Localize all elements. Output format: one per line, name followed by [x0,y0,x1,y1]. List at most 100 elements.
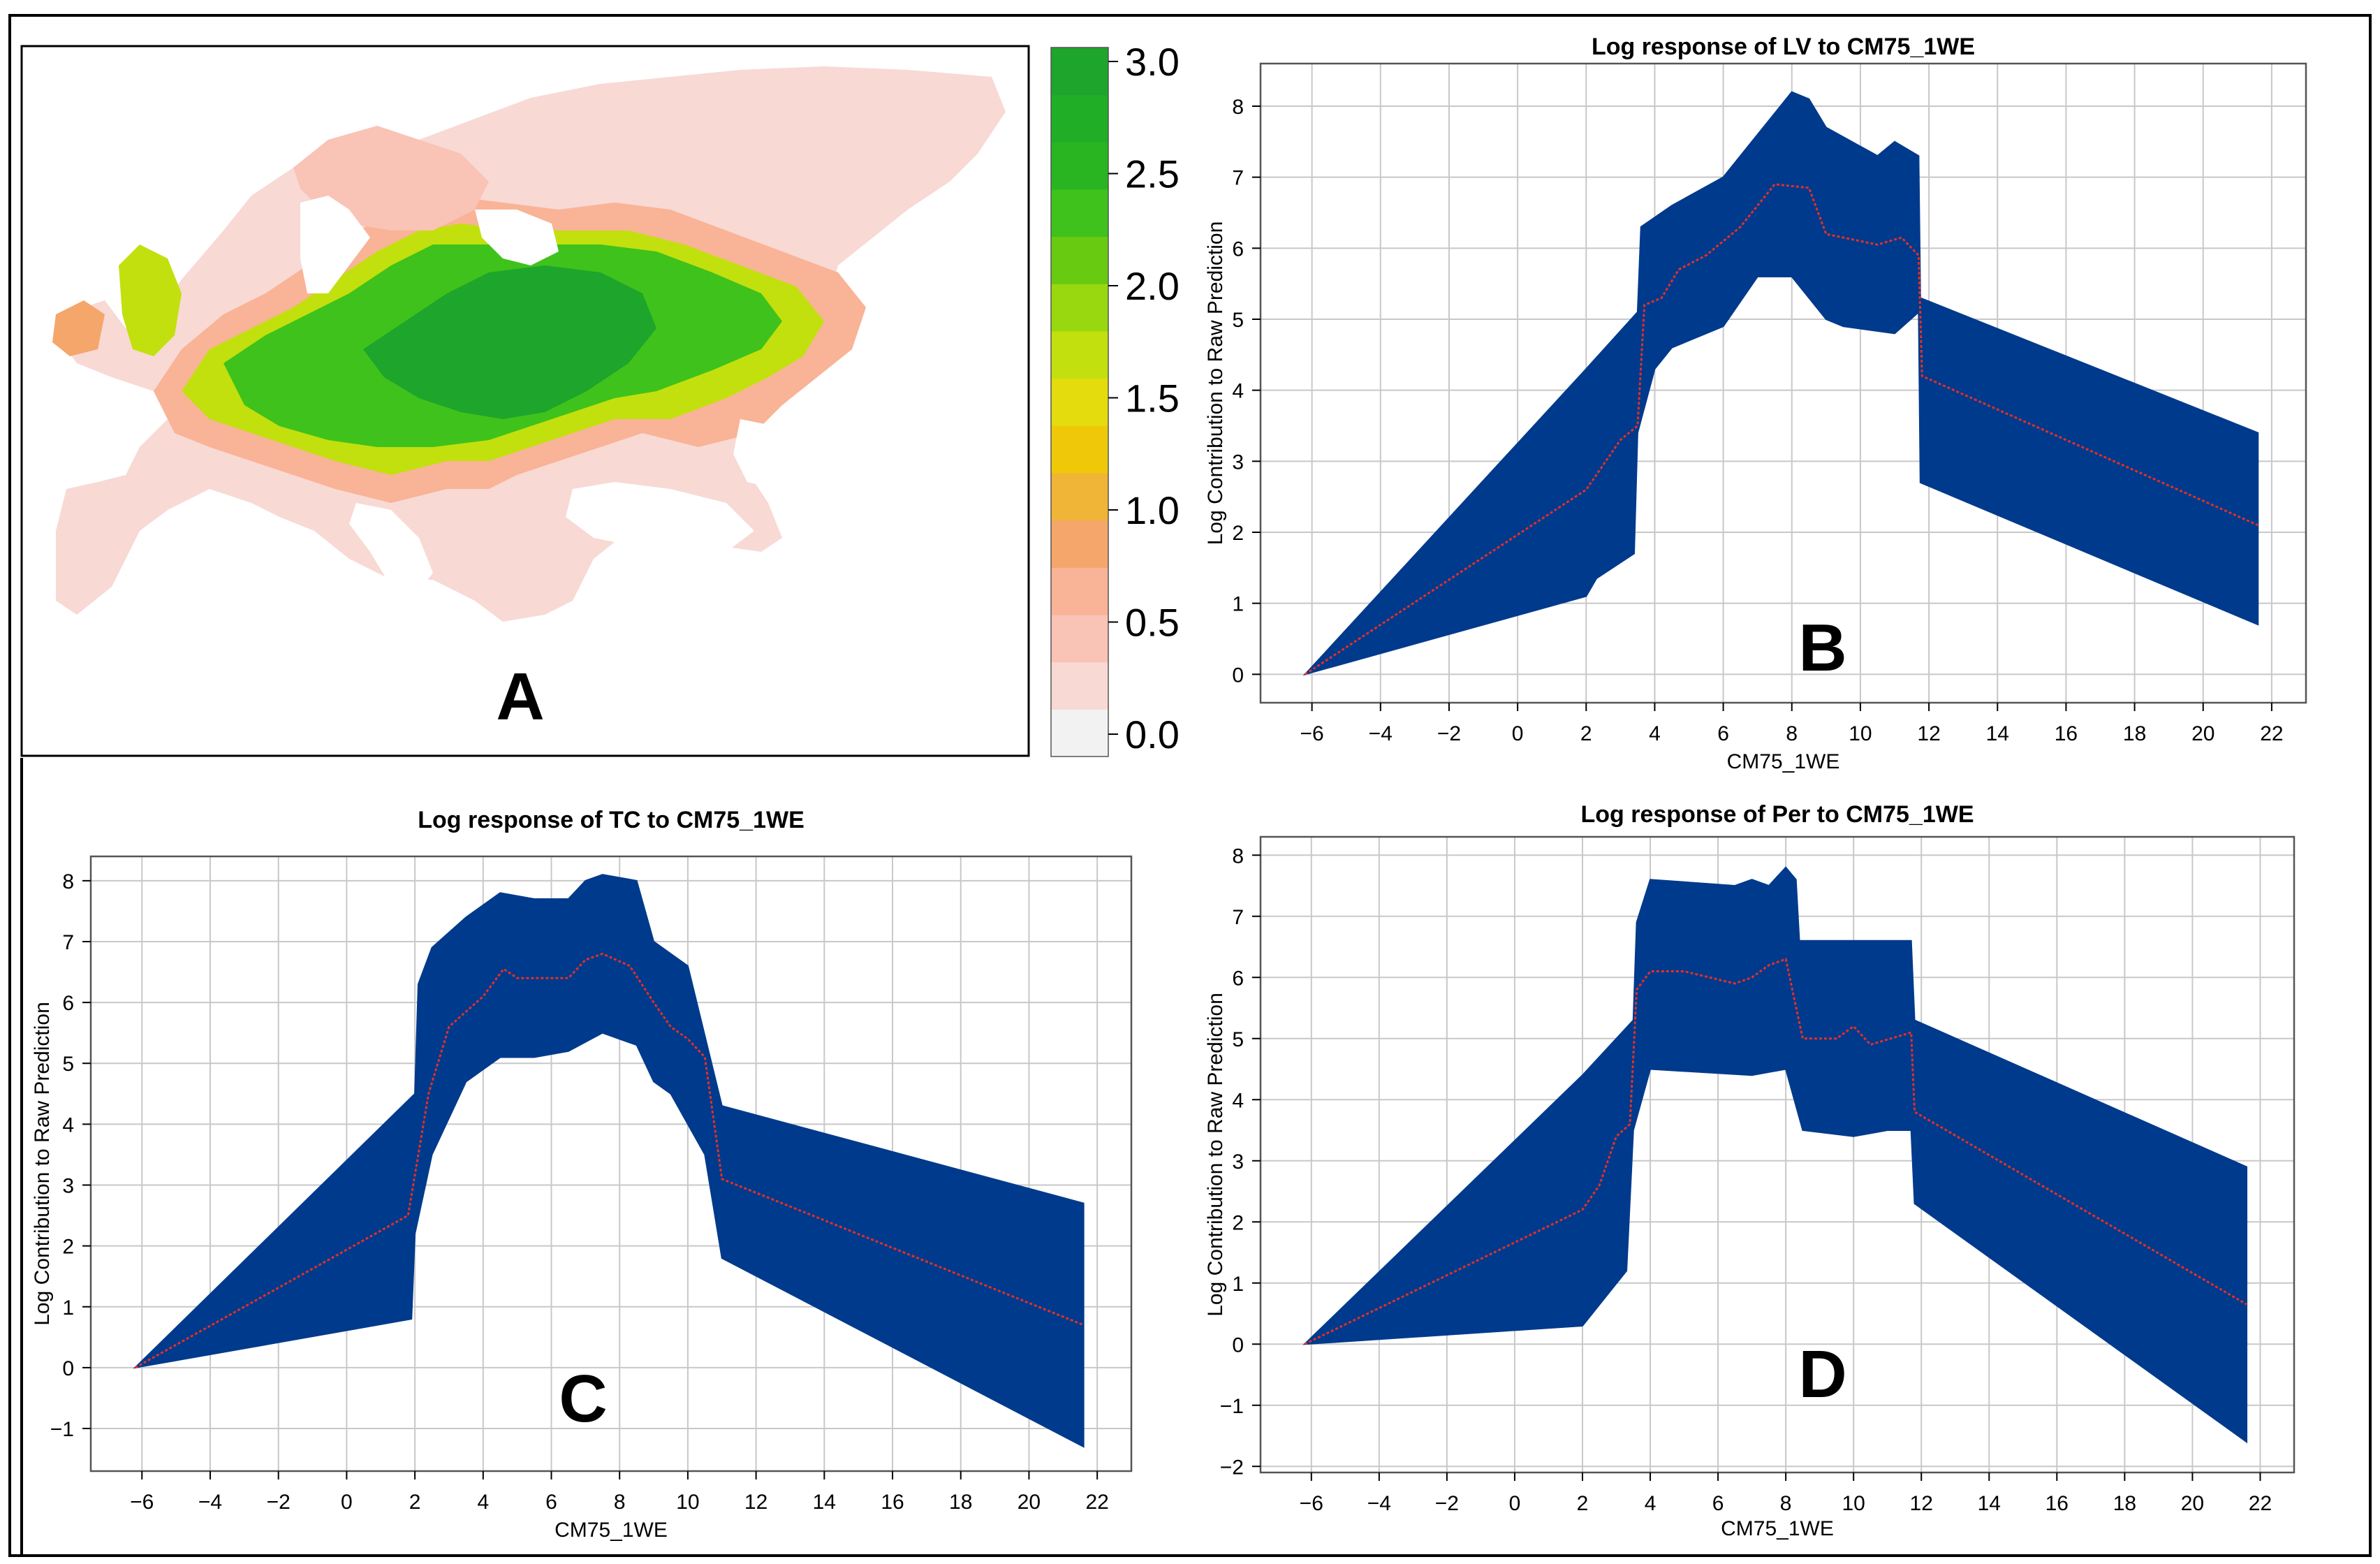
y-tick-label: 4 [62,1113,74,1137]
x-tick-label: 4 [1649,722,1661,745]
x-tick-label: −6 [1300,1492,1323,1515]
y-tick-label: 7 [62,931,74,954]
y-tick-label: 0 [1232,1333,1244,1357]
map-sea [475,210,559,265]
x-tick-label: 16 [881,1491,904,1514]
x-tick-label: −6 [130,1491,154,1514]
x-tick-label: 6 [545,1491,557,1514]
colorbar-swatch [1051,142,1108,190]
x-tick-label: 0 [1512,722,1524,745]
colorbar-tick-label: 2.0 [1125,264,1180,308]
y-tick-label: 2 [1232,1211,1244,1234]
x-tick-label: 8 [614,1491,626,1514]
y-tick-label: 4 [1232,380,1244,403]
chart-title: Log response of LV to CM75_1WE [1592,34,1975,60]
mean-response-line [134,952,1085,1369]
y-tick-label: 0 [1232,664,1244,687]
x-tick-label: 10 [1849,722,1872,745]
x-axis-label: CM75_1WE [1721,1517,1834,1540]
y-tick-label: 7 [1232,167,1244,190]
confidence-band [133,874,1085,1448]
colorbar-swatch [1051,189,1108,237]
axes-frame [1259,62,2307,704]
y-tick-label: 3 [1232,451,1244,474]
x-tick-label: 0 [1509,1492,1521,1515]
colorbar-tick-label: 0.5 [1125,601,1180,645]
y-tick-label: 3 [62,1174,74,1197]
panel-a: A 3.0 2.5 2.0 1.5 1.0 0.5 0.0 [20,40,1180,757]
y-tick-label: 1 [1232,1273,1244,1296]
x-tick-label: −4 [1369,722,1393,745]
colorbar-swatch [1051,520,1108,568]
panel-letter: B [1798,611,1846,685]
y-tick-label: 1 [1232,593,1244,616]
y-tick-label: 2 [1232,522,1244,545]
y-tick-label: 5 [1232,1028,1244,1051]
y-tick-label: 8 [62,870,74,893]
europe-suitability-map [52,66,1006,622]
confidence-band [1302,91,2259,676]
x-tick-label: 20 [1018,1491,1041,1514]
x-tick-label: 16 [2045,1492,2069,1515]
x-tick-label: −2 [267,1491,291,1514]
x-tick-label: 8 [1780,1492,1792,1515]
panel-c-chart: −6 −4 −2 0 2 4 6 8 10 12 14 16 18 20 22−1012345678Log … [31,807,1133,1542]
x-tick-label: 22 [2249,1492,2272,1515]
x-tick-label: 4 [477,1491,489,1514]
mean-response-line [1304,183,2258,675]
x-axis-label: CM75_1WE [554,1519,668,1542]
colorbar-tick-label: 1.5 [1125,377,1180,421]
colorbar-tick-label: 1.0 [1125,488,1180,532]
colorbar-swatch [1051,94,1108,142]
panel-letter: C [559,1361,607,1436]
y-tick-label: −2 [1220,1456,1244,1479]
y-tick-label: 6 [1232,967,1244,990]
y-tick-label: 6 [1232,237,1244,261]
x-tick-label: 8 [1786,722,1798,745]
map-sea [566,482,754,552]
x-tick-label: −4 [1367,1492,1391,1515]
x-tick-label: 2 [1580,722,1592,745]
y-tick-label: 5 [62,1053,74,1076]
x-tick-label: 10 [676,1491,699,1514]
y-tick-label: 3 [1232,1150,1244,1174]
x-tick-label: 2 [409,1491,421,1514]
y-tick-label: 6 [62,992,74,1015]
x-tick-label: 12 [744,1491,767,1514]
x-tick-label: −4 [198,1491,222,1514]
colorbar-swatch [1051,662,1108,710]
x-tick-label: 18 [949,1491,972,1514]
mean-response-line [1304,958,2247,1345]
map-region [293,126,489,231]
panel-letter: D [1798,1337,1846,1412]
panel-d-chart: −6 −4 −2 0 2 4 6 8 10 12 14 16 18 20 22−2−1012345678Lo… [1204,801,2295,1540]
y-axis-label: Log Contribution to Raw Prediction [1204,221,1227,546]
y-axis-label: Log Contribution to Raw Prediction [31,1002,54,1326]
x-tick-label: 6 [1712,1492,1724,1515]
x-tick-label: 0 [341,1491,353,1514]
x-tick-label: −2 [1437,722,1461,745]
x-tick-label: 12 [1910,1492,1933,1515]
colorbar-tick-label: 2.5 [1125,152,1180,196]
axes-frame [89,855,1133,1472]
x-tick-label: 20 [2181,1492,2204,1515]
map-region [119,244,182,356]
panel-a-letter: A [496,659,544,734]
colorbar: 3.0 2.5 2.0 1.5 1.0 0.5 0.0 [1050,40,1180,757]
y-tick-label: 7 [1232,906,1244,929]
x-tick-label: 6 [1717,722,1729,745]
x-tick-label: 20 [2191,722,2214,745]
x-tick-label: −2 [1435,1492,1459,1515]
chart-title: Log response of TC to CM75_1WE [418,807,805,833]
x-tick-label: 10 [1842,1492,1865,1515]
y-tick-label: 8 [1232,96,1244,119]
chart-title: Log response of Per to CM75_1WE [1581,801,1974,828]
map-sea [349,503,433,601]
x-tick-label: 4 [1645,1492,1657,1515]
x-tick-label: 12 [1917,722,1940,745]
y-tick-label: −1 [1220,1395,1244,1418]
colorbar-swatch [1051,47,1108,96]
colorbar-tick-label: 0.0 [1125,712,1180,757]
y-axis-label: Log Contribution to Raw Prediction [1204,993,1227,1317]
colorbar-swatch [1051,473,1108,521]
